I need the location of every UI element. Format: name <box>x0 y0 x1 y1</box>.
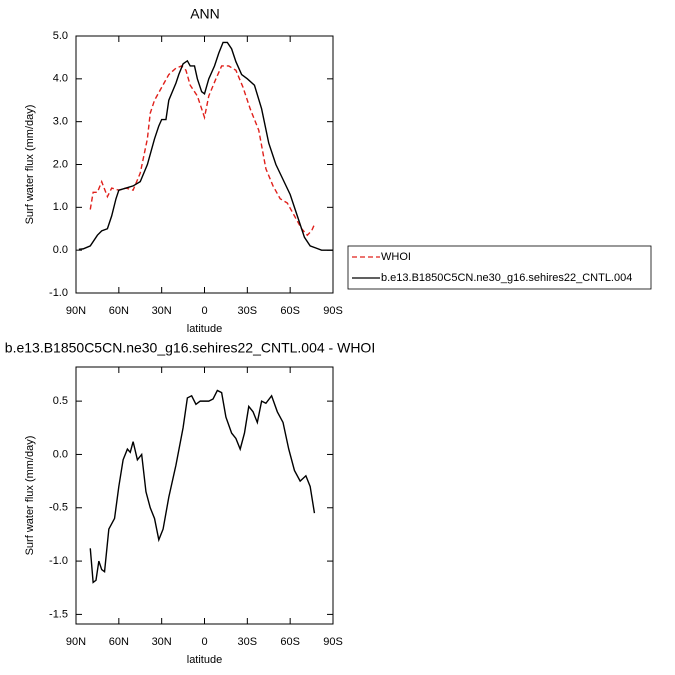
x-tick-label: 30S <box>238 305 258 317</box>
legend-label: WHOI <box>381 251 411 263</box>
legend-box <box>347 245 652 290</box>
x-tick-label: 60S <box>280 305 300 317</box>
y-tick-label: 3.0 <box>53 116 68 128</box>
x-tick-label: 90N <box>66 636 86 648</box>
x-tick-label: 90N <box>66 305 86 317</box>
x-tick-label: 30N <box>152 305 172 317</box>
y-tick-label: -1.0 <box>49 555 68 567</box>
data-line <box>89 389 316 584</box>
y-tick-label: 1.0 <box>53 201 68 213</box>
x-axis-label: latitude <box>187 323 222 335</box>
y-tick-label: 5.0 <box>53 30 68 42</box>
x-tick-label: 90S <box>323 636 343 648</box>
y-tick-label: 0.0 <box>53 448 68 460</box>
y-tick-label: 2.0 <box>53 158 68 170</box>
y-axis-label: Surf water flux (mm/day) <box>24 105 36 225</box>
y-axis-label: Surf water flux (mm/day) <box>24 436 36 556</box>
data-line <box>78 41 333 251</box>
x-tick-label: 60N <box>109 636 129 648</box>
y-tick-label: 4.0 <box>53 73 68 85</box>
x-tick-label: 30S <box>238 636 258 648</box>
y-tick-label: -1.0 <box>49 287 68 299</box>
y-tick-label: -1.5 <box>49 608 68 620</box>
x-tick-label: 60N <box>109 305 129 317</box>
y-tick-label: 0.0 <box>53 244 68 256</box>
x-tick-label: 90S <box>323 305 343 317</box>
legend-label: b.e13.B1850C5CN.ne30_g16.sehires22_CNTL.… <box>381 272 632 284</box>
y-tick-label: -0.5 <box>49 502 68 514</box>
chart-title: ANN <box>190 6 220 22</box>
x-tick-label: 60S <box>280 636 300 648</box>
chart-title: b.e13.B1850C5CN.ne30_g16.sehires22_CNTL.… <box>5 340 375 356</box>
x-axis-label: latitude <box>187 654 222 666</box>
y-tick-label: 0.5 <box>53 395 68 407</box>
x-tick-label: 0 <box>201 305 207 317</box>
plot-frame <box>75 366 334 625</box>
legend: WHOI b.e13.B1850C5CN.ne30_g16.sehires22_… <box>347 245 652 290</box>
x-tick-label: 30N <box>152 636 172 648</box>
plot-frame <box>75 35 334 294</box>
x-tick-label: 0 <box>201 636 207 648</box>
